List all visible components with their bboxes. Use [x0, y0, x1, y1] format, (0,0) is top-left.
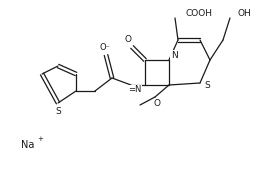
Text: O: O	[124, 35, 131, 44]
Text: S: S	[204, 81, 210, 90]
Text: =N: =N	[128, 85, 142, 94]
Text: COOH: COOH	[185, 8, 212, 17]
Text: Na: Na	[21, 140, 35, 150]
Text: N: N	[171, 51, 177, 60]
Text: S: S	[55, 107, 61, 116]
Text: +: +	[37, 136, 43, 142]
Text: O⁻: O⁻	[99, 43, 110, 52]
Text: O: O	[153, 99, 160, 108]
Text: OH: OH	[238, 8, 252, 17]
